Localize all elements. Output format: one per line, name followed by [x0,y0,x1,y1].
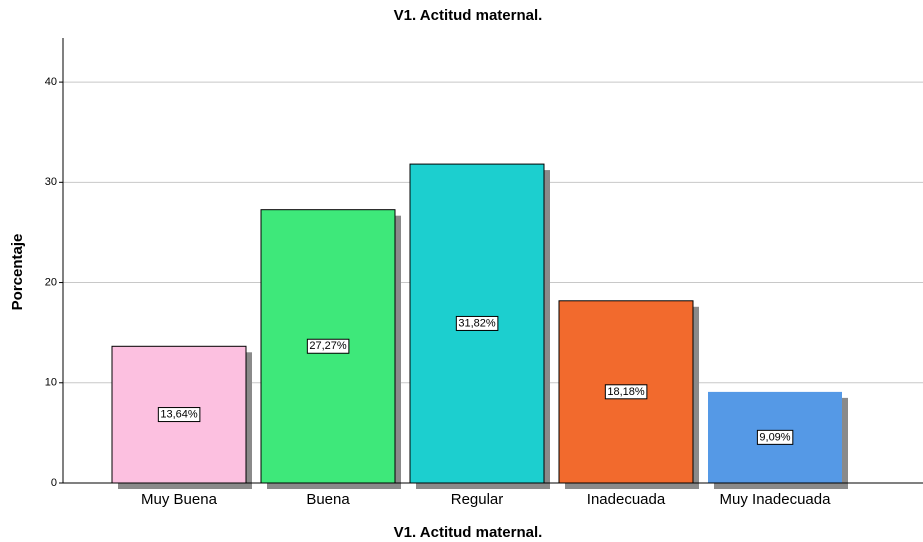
value-label-box [756,429,794,445]
y-axis-title: Porcentaje [9,234,26,311]
value-label: 9,09% [759,431,790,443]
x-axis-title: V1. Actitud maternal. [394,524,543,541]
value-label: 18,18% [607,386,645,398]
value-label-box [306,338,350,354]
value-label-box [455,315,499,331]
x-tick-label: Buena [306,491,350,508]
value-label: 31,82% [458,317,496,329]
x-tick-label: Muy Inadecuada [720,491,832,508]
x-tick-label: Muy Buena [141,491,218,508]
value-label-box [604,384,648,400]
x-tick-label: Inadecuada [587,491,666,508]
chart-title: V1. Actitud maternal. [394,7,543,24]
value-label-box [157,407,201,423]
y-tick-label: 40 [45,76,57,88]
y-tick-label: 10 [45,377,57,389]
y-tick-label: 20 [45,276,57,288]
y-tick-label: 30 [45,176,57,188]
x-tick-label: Regular [451,491,504,508]
y-tick-label: 0 [51,477,57,489]
value-label: 13,64% [160,409,198,421]
value-label: 27,27% [309,340,347,352]
